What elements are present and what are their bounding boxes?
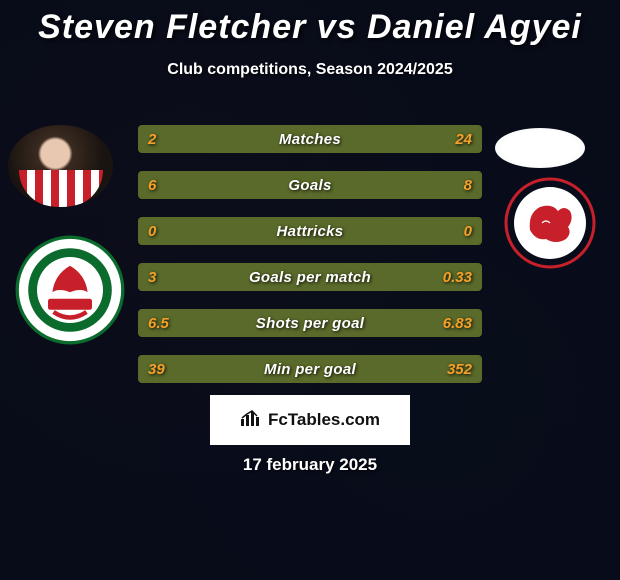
content-root: Steven Fletcher vs Daniel Agyei Club com… (0, 0, 620, 580)
stat-value-right: 24 (455, 125, 472, 153)
stat-value-right: 0 (464, 217, 472, 245)
stat-value-left: 2 (148, 125, 156, 153)
page-title: Steven Fletcher vs Daniel Agyei (0, 0, 620, 47)
stat-value-left: 6.5 (148, 309, 169, 337)
brand-chart-icon (240, 409, 262, 432)
stat-bar: 0 Hattricks 0 (138, 217, 482, 245)
stat-value-left: 0 (148, 217, 156, 245)
stat-value-right: 0.33 (443, 263, 472, 291)
stat-label: Goals per match (249, 269, 371, 286)
comparison-bars: 2 Matches 24 6 Goals 8 0 Hattricks 0 3 G… (138, 125, 482, 401)
stat-value-left: 6 (148, 171, 156, 199)
stat-label: Matches (279, 131, 341, 148)
stat-label: Goals (288, 177, 331, 194)
date-text: 17 february 2025 (0, 455, 620, 475)
stat-value-right: 8 (464, 171, 472, 199)
player-avatar-left (8, 125, 113, 207)
club-crest-right (500, 175, 600, 275)
stat-bar: 3 Goals per match 0.33 (138, 263, 482, 291)
player-avatar-right (495, 128, 585, 168)
stat-value-left: 3 (148, 263, 156, 291)
stat-label: Hattricks (277, 223, 344, 240)
stat-bar: 6 Goals 8 (138, 171, 482, 199)
stat-value-left: 39 (148, 355, 165, 383)
stat-label: Shots per goal (256, 315, 364, 332)
stat-bar: 39 Min per goal 352 (138, 355, 482, 383)
page-subtitle: Club competitions, Season 2024/2025 (0, 61, 620, 79)
brand-text: FcTables.com (268, 410, 380, 430)
stat-bar: 6.5 Shots per goal 6.83 (138, 309, 482, 337)
stat-bar: 2 Matches 24 (138, 125, 482, 153)
stat-value-right: 6.83 (443, 309, 472, 337)
brand-badge: FcTables.com (210, 395, 410, 445)
stat-value-right: 352 (447, 355, 472, 383)
stat-label: Min per goal (264, 361, 356, 378)
club-crest-left (15, 235, 125, 345)
